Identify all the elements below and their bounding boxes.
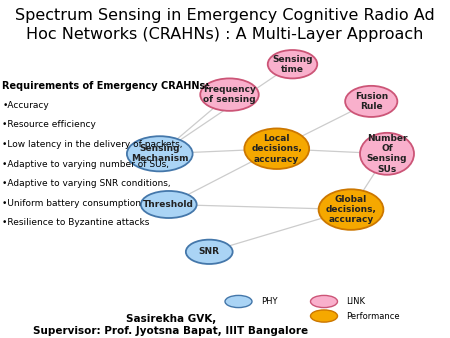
Text: SNR: SNR xyxy=(199,247,220,256)
Text: Number
Of
Sensing
SUs: Number Of Sensing SUs xyxy=(367,134,407,174)
Text: Sensing
time: Sensing time xyxy=(272,54,313,74)
Ellipse shape xyxy=(141,191,197,218)
Text: Requirements of Emergency CRAHNs:: Requirements of Emergency CRAHNs: xyxy=(2,81,210,91)
Ellipse shape xyxy=(319,189,383,230)
Ellipse shape xyxy=(244,128,309,169)
Text: •Adaptive to varying SNR conditions,: •Adaptive to varying SNR conditions, xyxy=(2,179,171,188)
Ellipse shape xyxy=(200,78,259,111)
Ellipse shape xyxy=(360,133,414,175)
Ellipse shape xyxy=(310,295,338,308)
Text: Sensing
Mechanism: Sensing Mechanism xyxy=(131,144,189,164)
Text: Frequency
of sensing: Frequency of sensing xyxy=(203,85,256,104)
Text: Supervisor: Prof. Jyotsna Bapat, IIIT Bangalore: Supervisor: Prof. Jyotsna Bapat, IIIT Ba… xyxy=(33,326,309,336)
Text: Fusion
Rule: Fusion Rule xyxy=(355,92,388,111)
Text: Global
decisions,
accuracy: Global decisions, accuracy xyxy=(325,195,377,224)
Text: •Low latency in the delivery of packets,: •Low latency in the delivery of packets, xyxy=(2,140,183,149)
Ellipse shape xyxy=(268,50,317,78)
Text: Threshold: Threshold xyxy=(143,200,194,209)
Text: •Resource efficiency: •Resource efficiency xyxy=(2,120,96,129)
Text: Local
decisions,
accuracy: Local decisions, accuracy xyxy=(251,134,302,164)
Ellipse shape xyxy=(345,86,397,117)
Text: •Accuracy: •Accuracy xyxy=(2,101,49,110)
Ellipse shape xyxy=(225,295,252,308)
Text: PHY: PHY xyxy=(261,297,278,306)
Ellipse shape xyxy=(186,240,233,264)
Text: •Uniform battery consumption: •Uniform battery consumption xyxy=(2,199,141,208)
Text: LINK: LINK xyxy=(346,297,365,306)
Text: Performance: Performance xyxy=(346,312,400,320)
Text: Spectrum Sensing in Emergency Cognitive Radio Ad
Hoc Networks (CRAHNs) : A Multi: Spectrum Sensing in Emergency Cognitive … xyxy=(15,8,435,42)
Text: •Resilience to Byzantine attacks: •Resilience to Byzantine attacks xyxy=(2,218,149,227)
Text: Sasirekha GVK,: Sasirekha GVK, xyxy=(126,314,216,324)
Text: •Adaptive to varying number of SUs,: •Adaptive to varying number of SUs, xyxy=(2,160,169,169)
Ellipse shape xyxy=(310,310,338,322)
Ellipse shape xyxy=(127,136,193,171)
